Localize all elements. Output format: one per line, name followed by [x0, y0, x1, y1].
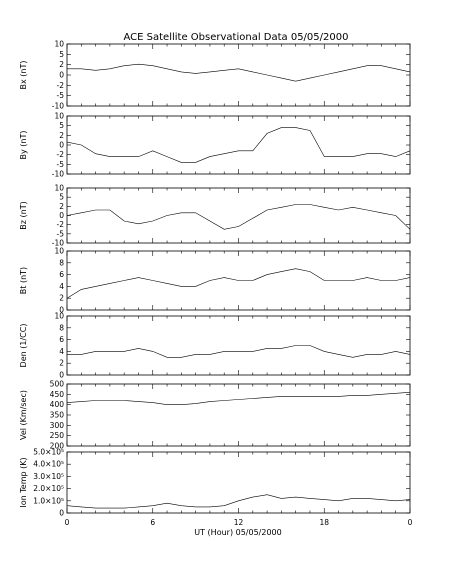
y-tick-label: -10	[52, 102, 64, 111]
y-tick-label: 0	[59, 371, 64, 380]
y-tick-label: 200	[50, 442, 65, 451]
y-tick-label: 500	[50, 380, 65, 389]
series-line	[66, 494, 411, 509]
y-tick-label: 4	[59, 282, 64, 291]
y-tick-label: 5	[59, 50, 64, 59]
y-tick-label: 8	[59, 258, 64, 267]
y-tick-label: 2	[59, 60, 64, 69]
y-tick-label: -10	[52, 170, 64, 179]
x-tick-label: 0	[408, 518, 413, 527]
y-tick-label: -5	[57, 91, 65, 100]
y-tick-label: -2	[57, 150, 65, 159]
series-line	[67, 63, 411, 82]
x-tick-label: 0	[65, 518, 70, 527]
y-tick-label: 8	[59, 323, 64, 332]
x-axis-label: UT (Hour) 05/05/2000	[194, 528, 281, 537]
y-tick-label: -5	[57, 160, 65, 169]
y-tick-label: 10	[54, 40, 64, 49]
chart-title: ACE Satellite Observational Data 05/05/2…	[124, 32, 349, 43]
series-line	[66, 392, 411, 406]
y-tick-label: -5	[57, 229, 65, 238]
y-tick-label: 5	[59, 121, 64, 130]
y-tick-label: 2	[59, 294, 64, 303]
y-tick-label: 250	[50, 431, 65, 440]
series-line	[67, 345, 411, 358]
y-tick-label: 5	[59, 193, 64, 202]
panel-frame	[66, 383, 411, 447]
y-axis-label: By (nT)	[19, 131, 28, 160]
y-tick-label: -2	[57, 220, 65, 229]
y-axis-label: Bt (nT)	[19, 267, 28, 294]
x-tick-label: 6	[150, 518, 155, 527]
y-tick-label: 10	[54, 112, 64, 121]
y-tick-label: -2	[57, 81, 65, 90]
panel-frame	[66, 315, 411, 376]
y-tick-label: 2	[59, 202, 64, 211]
y-tick-label: 2.0×10⁵	[33, 484, 64, 493]
y-axis-label: Bx (nT)	[19, 61, 28, 90]
y-tick-label: 2	[59, 359, 64, 368]
y-tick-label: 400	[50, 400, 65, 409]
series-line	[66, 204, 411, 230]
y-tick-label: 0	[59, 509, 64, 518]
y-tick-label: 10	[54, 312, 64, 321]
panel-frame	[66, 187, 411, 244]
y-tick-label: 0	[59, 306, 64, 315]
x-tick-label: 12	[234, 518, 244, 527]
y-tick-label: 6	[59, 270, 64, 279]
series-line	[66, 127, 411, 163]
y-tick-label: 6	[59, 335, 64, 344]
y-tick-label: 4	[59, 347, 64, 356]
y-tick-label: 5.0×10⁵	[33, 448, 64, 457]
y-axis-label: Bz (nT)	[19, 201, 28, 229]
panel-frame	[66, 43, 411, 107]
panel-den: 10 8 6 4 2 0 Den (1/CC)	[19, 312, 411, 380]
panel-ion-temp: 5.0×10⁵ 4.0×10⁵ 3.0×10⁵ 2.0×10⁵ 1.0×10⁵ 0 Ion …	[19, 448, 411, 518]
x-tick-label: 18	[319, 518, 329, 527]
y-tick-label: 450	[50, 390, 65, 399]
panel-frame	[66, 451, 411, 514]
y-tick-label: 1.0×10⁵	[33, 496, 64, 505]
panel-bt: 10 8 6 4 2 0 Bt (nT)	[19, 247, 411, 315]
series-line	[66, 268, 411, 299]
y-axis-label: Den (1/CC)	[19, 324, 28, 368]
y-tick-label: 10	[54, 184, 64, 193]
y-tick-label: 0	[59, 141, 64, 150]
y-tick-label: 3.0×10⁵	[33, 472, 64, 481]
y-tick-label: 4.0×10⁵	[33, 460, 64, 469]
y-axis-label: Vel (Km/sec)	[19, 390, 28, 440]
y-tick-label: -10	[52, 239, 64, 248]
x-axis: 0 6 12 18 0	[65, 518, 413, 527]
panel-frame	[66, 115, 411, 175]
y-tick-label: 0	[59, 211, 64, 220]
y-tick-label: 0	[59, 71, 64, 80]
y-tick-label: 10	[54, 247, 64, 256]
y-tick-label: 2	[59, 131, 64, 140]
y-tick-label: 300	[50, 421, 65, 430]
y-tick-label: 350	[50, 411, 65, 420]
y-axis-label: Ion Temp (K)	[19, 457, 28, 507]
